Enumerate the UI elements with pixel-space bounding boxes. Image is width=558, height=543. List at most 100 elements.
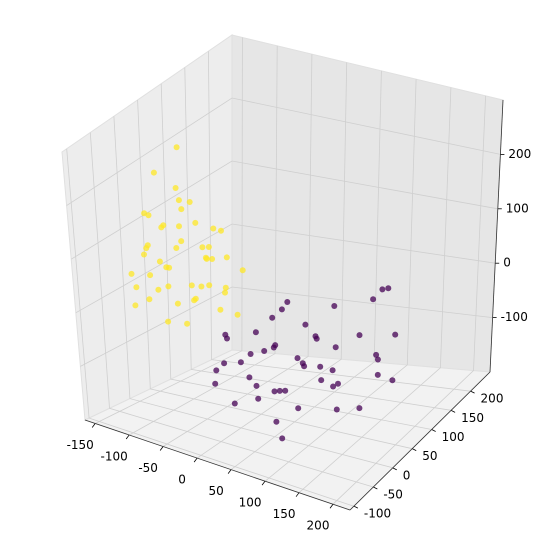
point — [370, 296, 377, 303]
point — [144, 242, 151, 249]
y-tick — [373, 486, 378, 490]
grid-line — [129, 45, 278, 436]
z-tick-label: 100 — [506, 201, 529, 215]
point — [146, 296, 153, 303]
point — [269, 314, 276, 321]
x-tick-label: 200 — [307, 519, 330, 533]
point — [247, 351, 254, 357]
point — [253, 382, 260, 389]
y-tick — [412, 448, 417, 452]
x-tick-label: 50 — [208, 484, 223, 498]
grid-line — [332, 95, 486, 505]
pane-back — [231, 34, 504, 373]
point — [301, 363, 308, 370]
point — [294, 355, 301, 362]
point — [218, 227, 224, 234]
grid-line — [75, 223, 496, 314]
grid-line — [70, 160, 498, 260]
point — [335, 380, 341, 387]
point — [173, 245, 180, 251]
point — [192, 219, 199, 226]
grid-line — [184, 67, 452, 411]
point — [272, 342, 279, 349]
point — [222, 284, 229, 291]
point — [221, 360, 228, 367]
x-tick-label: -150 — [67, 438, 94, 452]
y-tick-label: 0 — [403, 468, 411, 482]
grid-line — [80, 286, 493, 367]
point — [158, 224, 165, 231]
point — [217, 306, 224, 313]
point — [199, 244, 206, 251]
y-tick-label: -50 — [383, 488, 403, 502]
x-tick — [125, 434, 130, 440]
axis-line — [489, 99, 504, 373]
point — [223, 254, 230, 261]
point — [237, 359, 244, 366]
point — [330, 383, 337, 390]
points — [128, 144, 399, 442]
x-tick-label: 150 — [273, 507, 296, 521]
point — [329, 367, 336, 374]
x-tick-label: -100 — [101, 450, 128, 464]
x-tick-label: 100 — [239, 496, 262, 510]
point — [224, 335, 230, 342]
y-tick — [470, 390, 475, 394]
point — [176, 223, 182, 230]
grid-line — [95, 37, 243, 424]
point — [178, 238, 185, 245]
point — [278, 306, 285, 313]
point — [173, 144, 180, 151]
point — [166, 264, 173, 271]
y-tick — [392, 467, 397, 471]
point — [255, 395, 262, 402]
grid-line — [66, 148, 355, 507]
point — [385, 285, 392, 292]
point — [373, 351, 380, 358]
x-tick — [329, 503, 334, 509]
y-tick-label: 100 — [442, 430, 465, 444]
point — [356, 405, 363, 412]
y-tick — [353, 505, 359, 509]
point — [206, 282, 213, 289]
point — [261, 348, 268, 354]
y-tick — [450, 409, 456, 413]
grid-line — [66, 97, 501, 206]
point — [295, 405, 302, 412]
point — [128, 270, 135, 277]
panes — [61, 34, 504, 511]
point — [165, 283, 172, 290]
point — [239, 267, 246, 274]
point — [205, 244, 212, 250]
grid-line — [264, 79, 417, 482]
point — [141, 251, 147, 258]
axes: -150-100-50050100150200-100-500501001502… — [67, 99, 531, 533]
z-tick-label: 200 — [508, 147, 531, 161]
grid-line — [113, 116, 393, 469]
point — [379, 286, 386, 293]
x-tick — [193, 457, 198, 463]
point — [132, 302, 139, 309]
y-tick — [431, 429, 436, 432]
grid-line — [89, 132, 374, 488]
point — [374, 371, 381, 378]
point — [203, 255, 210, 262]
point — [212, 380, 219, 387]
grid-line — [160, 83, 432, 430]
y-tick-label: 150 — [461, 411, 484, 425]
x-tick — [261, 480, 266, 486]
point — [147, 272, 154, 279]
point — [318, 377, 325, 384]
point — [279, 435, 286, 442]
y-tick-label: 200 — [481, 392, 504, 406]
point — [246, 374, 253, 381]
point — [186, 199, 193, 205]
point — [213, 367, 220, 374]
point — [150, 169, 157, 176]
grid-line — [196, 62, 348, 459]
z-tick-label: -100 — [501, 310, 528, 324]
point — [184, 320, 191, 327]
point — [192, 295, 199, 302]
grid-line — [298, 87, 452, 493]
